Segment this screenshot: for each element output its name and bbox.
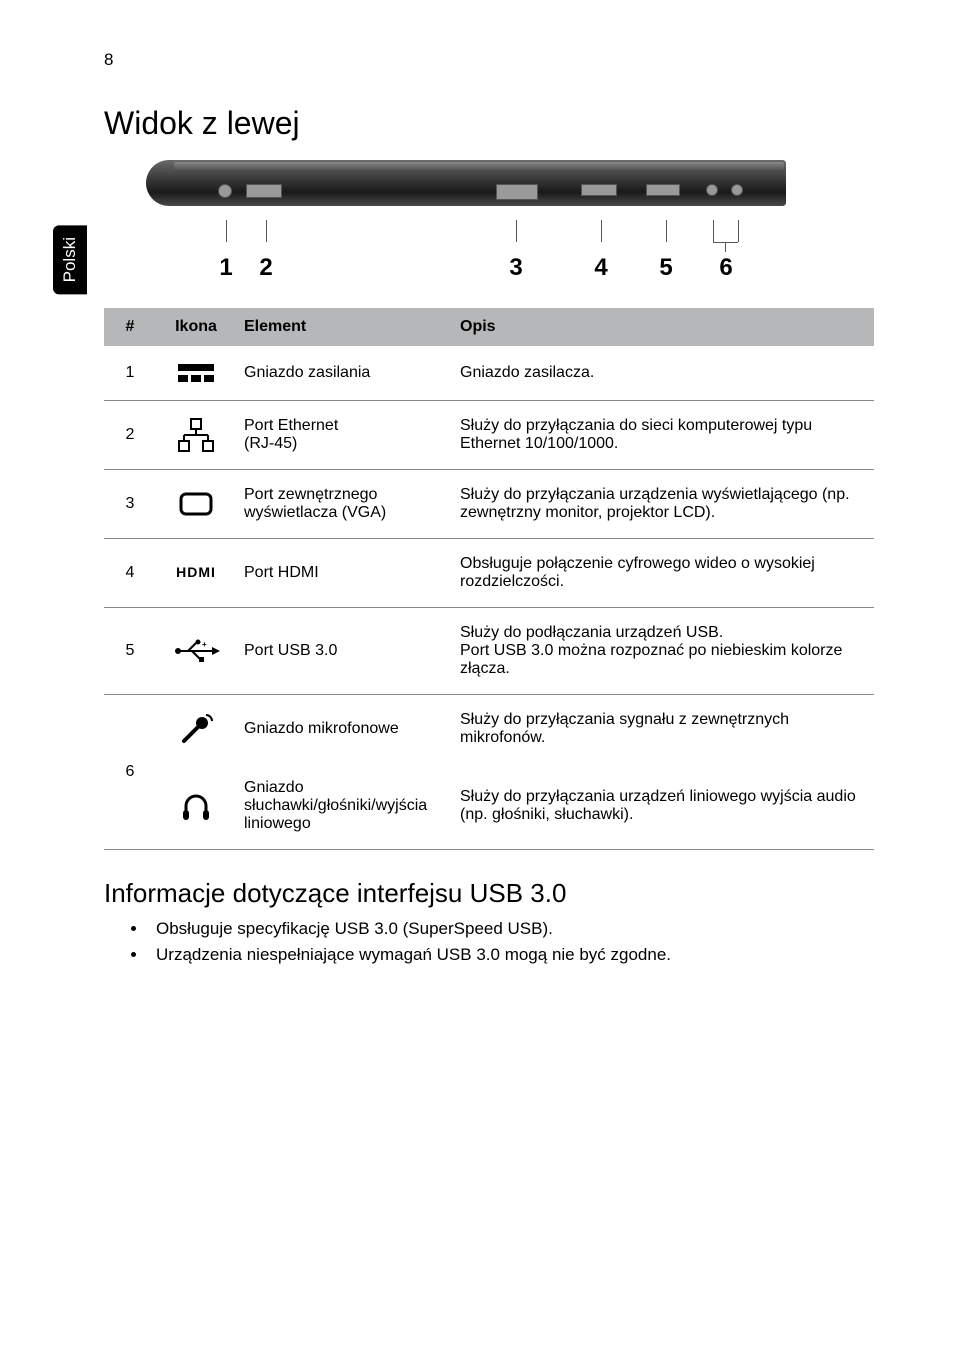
row-desc: Służy do przyłączania sygnału z zewnętrz… — [452, 695, 874, 764]
diagram-label-5: 5 — [659, 254, 672, 282]
row-desc: Gniazdo zasilacza. — [452, 346, 874, 401]
diagram-label-2: 2 — [259, 254, 272, 282]
diagram-label-6: 6 — [719, 254, 732, 282]
th-icon: Ikona — [156, 308, 236, 346]
row-desc: Służy do podłączania urządzeń USB.Port U… — [452, 608, 874, 695]
row-element: Gniazdo mikrofonowe — [236, 695, 452, 764]
diagram-label-1: 1 — [219, 254, 232, 282]
page-title: Widok z lewej — [104, 105, 874, 142]
table-row: Gniazdo słuchawki/głośniki/wyjścia linio… — [104, 763, 874, 850]
table-row: 4 HDMI Port HDMI Obsługuje połączenie cy… — [104, 539, 874, 608]
page-content: Widok z lewej 1 2 3 4 — [104, 105, 874, 971]
headphone-icon — [156, 763, 236, 850]
th-num: # — [104, 308, 156, 346]
table-row: 1 Gniazdo zasilania Gniazdo zasilacza. — [104, 346, 874, 401]
usb3-subheading: Informacje dotyczące interfejsu USB 3.0 — [104, 878, 874, 909]
mic-icon — [156, 695, 236, 764]
table-row: 2 Port Ethernet(RJ-45) Służy do przyłącz… — [104, 401, 874, 470]
table-row: 6 Gniazdo mikrofonowe Służy do przyłącza… — [104, 695, 874, 764]
page-number: 8 — [104, 50, 113, 70]
ethernet-icon — [156, 401, 236, 470]
row-desc: Służy do przyłączania urządzeń liniowego… — [452, 763, 874, 850]
usb3-icon: + — [156, 608, 236, 695]
power-jack-icon — [156, 346, 236, 401]
svg-text:+: + — [202, 640, 207, 649]
vga-icon — [156, 470, 236, 539]
row-element: Port Ethernet(RJ-45) — [236, 401, 452, 470]
row-element: Port USB 3.0 — [236, 608, 452, 695]
row-desc: Służy do przyłączania urządzenia wyświet… — [452, 470, 874, 539]
row-element: Port HDMI — [236, 539, 452, 608]
diagram-label-4: 4 — [594, 254, 607, 282]
row-num: 2 — [104, 401, 156, 470]
th-desc: Opis — [452, 308, 874, 346]
list-item: Urządzenia niespełniające wymagań USB 3.… — [148, 945, 874, 965]
hdmi-icon: HDMI — [156, 539, 236, 608]
row-element: Gniazdo zasilania — [236, 346, 452, 401]
table-row: 5 + Port USB 3.0 Służy do podłączania ur… — [104, 608, 874, 695]
row-num: 4 — [104, 539, 156, 608]
row-element: Gniazdo słuchawki/głośniki/wyjścia linio… — [236, 763, 452, 850]
row-element: Port zewnętrznego wyświetlacza (VGA) — [236, 470, 452, 539]
th-element: Element — [236, 308, 452, 346]
usb3-notes: Obsługuje specyfikację USB 3.0 (SuperSpe… — [104, 919, 874, 965]
row-num: 6 — [104, 695, 156, 850]
table-row: 3 Port zewnętrznego wyświetlacza (VGA) S… — [104, 470, 874, 539]
diagram-label-3: 3 — [509, 254, 522, 282]
list-item: Obsługuje specyfikację USB 3.0 (SuperSpe… — [148, 919, 874, 939]
laptop-side-diagram: 1 2 3 4 5 6 — [146, 160, 786, 284]
language-tab: Polski — [53, 225, 87, 294]
row-num: 3 — [104, 470, 156, 539]
row-num: 5 — [104, 608, 156, 695]
ports-table: # Ikona Element Opis 1 Gniazdo zasila — [104, 308, 874, 850]
row-num: 1 — [104, 346, 156, 401]
row-desc: Obsługuje połączenie cyfrowego wideo o w… — [452, 539, 874, 608]
row-desc: Służy do przyłączania do sieci komputero… — [452, 401, 874, 470]
